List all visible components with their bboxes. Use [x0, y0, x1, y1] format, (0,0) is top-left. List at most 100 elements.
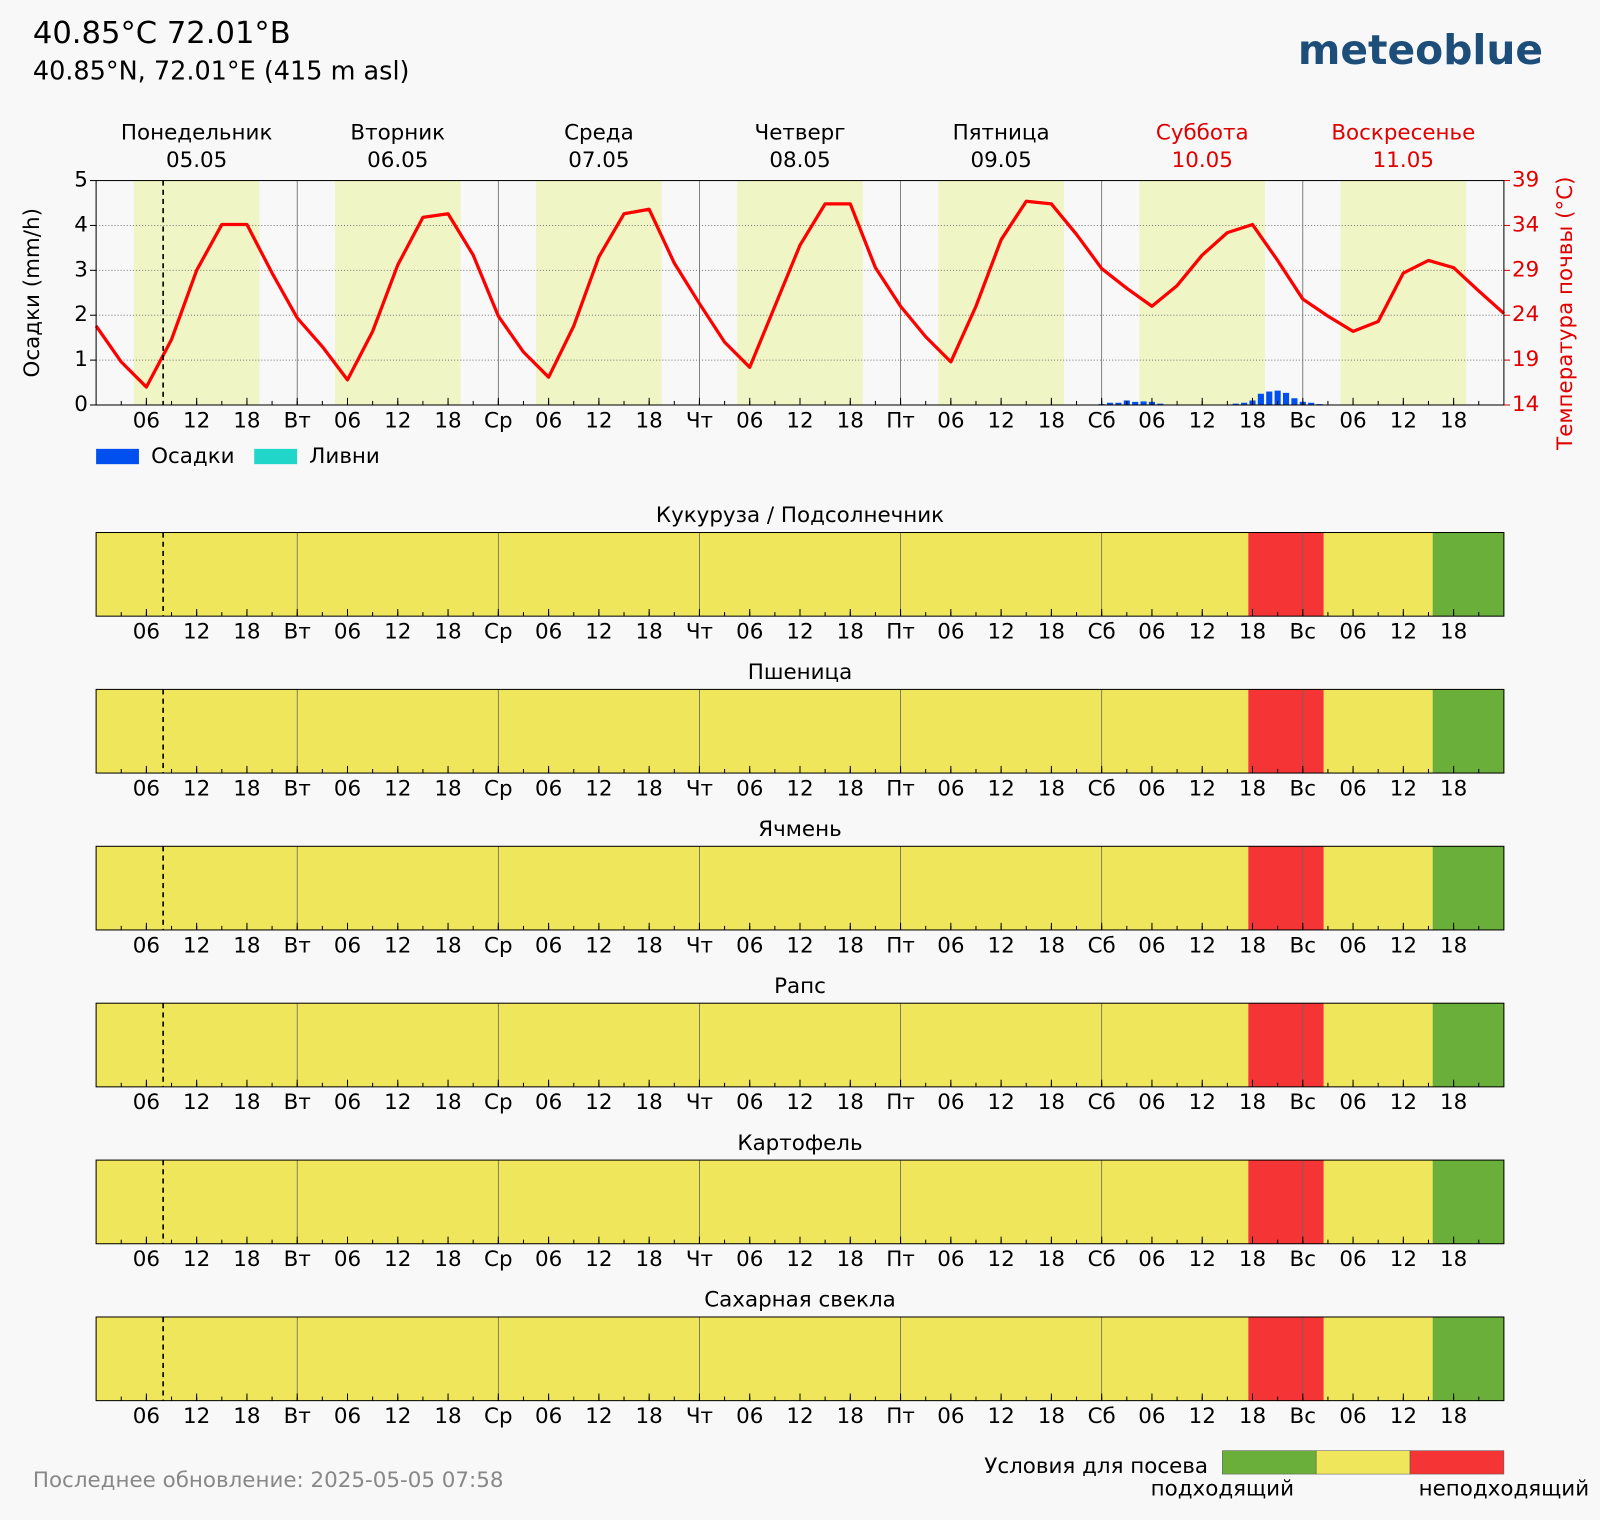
x-tick-label: 18	[434, 1247, 461, 1272]
sowing-segment	[96, 1316, 1249, 1401]
precip-bar	[1232, 403, 1239, 405]
precip-bar	[1291, 398, 1298, 405]
daylight-band	[1139, 180, 1266, 405]
sowing-segment	[1323, 846, 1433, 930]
sowing-segment	[1248, 689, 1324, 774]
x-tick-label: 18	[434, 619, 461, 644]
x-tick-label: Чт	[686, 776, 713, 801]
x-tick-label: 18	[1038, 1247, 1065, 1272]
x-tick-label: 06	[535, 408, 562, 433]
x-tick-label: 06	[334, 776, 361, 801]
logo: meteoblue	[1298, 26, 1543, 74]
daylight-band	[737, 180, 863, 405]
x-tick-label: 06	[736, 1404, 763, 1429]
sowing-segment	[96, 689, 1249, 774]
x-tick-label: 06	[334, 1404, 361, 1429]
strip-title: Ячмень	[758, 817, 841, 842]
sowing-segment	[1432, 1160, 1504, 1244]
x-tick-label: 06	[937, 1404, 964, 1429]
y2-tick-label: 34	[1512, 212, 1539, 237]
x-tick-label: 06	[937, 776, 964, 801]
x-tick-label: 18	[1440, 1090, 1467, 1115]
daylight-band	[536, 180, 662, 405]
x-tick-label: Сб	[1088, 408, 1116, 433]
x-tick-label: Чт	[686, 1404, 713, 1429]
x-tick-label: 06	[937, 1090, 964, 1115]
x-tick-label: 12	[786, 776, 813, 801]
precip-bar	[1157, 403, 1164, 405]
day-name: Четверг	[755, 121, 846, 146]
x-tick-label: 18	[233, 776, 260, 801]
x-tick-label: 18	[1440, 619, 1467, 644]
x-tick-label: Вс	[1290, 1247, 1316, 1272]
x-tick-label: Вс	[1290, 619, 1316, 644]
sowing-segment	[1432, 846, 1504, 930]
x-tick-label: 06	[736, 408, 763, 433]
x-tick-label: Сб	[1088, 1247, 1116, 1272]
sowing-segment	[1432, 532, 1504, 617]
x-tick-label: 12	[585, 1247, 612, 1272]
x-tick-label: 12	[1189, 408, 1216, 433]
sowing-legend-swatch	[1222, 1450, 1317, 1475]
x-tick-label: 06	[133, 1404, 160, 1429]
x-tick-label: 12	[585, 1090, 612, 1115]
sowing-legend-swatch	[1315, 1450, 1411, 1475]
x-tick-label: 18	[837, 1404, 864, 1429]
x-tick-label: 18	[837, 933, 864, 958]
x-tick-label: 06	[1138, 408, 1165, 433]
x-tick-label: 12	[384, 619, 411, 644]
sowing-segment	[1323, 532, 1433, 617]
precip-bar	[1266, 391, 1273, 405]
x-tick-label: 12	[384, 1404, 411, 1429]
x-tick-label: 18	[1038, 408, 1065, 433]
x-tick-label: 18	[434, 1090, 461, 1115]
x-tick-label: Ср	[484, 619, 513, 644]
sowing-segment	[1323, 1316, 1433, 1401]
sowing-segment	[96, 1160, 1249, 1244]
x-tick-label: 06	[1138, 1090, 1165, 1115]
x-tick-label: 18	[636, 933, 663, 958]
x-tick-label: Ср	[484, 1247, 513, 1272]
x-tick-label: Вс	[1290, 933, 1316, 958]
x-tick-label: 18	[1239, 619, 1266, 644]
x-tick-label: 12	[786, 1090, 813, 1115]
x-tick-label: 06	[133, 1247, 160, 1272]
x-tick-label: 18	[1239, 776, 1266, 801]
x-tick-label: Вт	[284, 1247, 311, 1272]
sowing-segment	[1323, 1160, 1433, 1244]
x-tick-label: 12	[987, 1247, 1014, 1272]
x-tick-label: 18	[1038, 776, 1065, 801]
y-tick-label: 1	[74, 347, 88, 372]
x-tick-label: 12	[384, 408, 411, 433]
x-tick-label: 18	[233, 1404, 260, 1429]
y2-axis-label: Температура почвы (°C)	[1553, 177, 1578, 451]
daylight-band	[133, 180, 260, 405]
x-tick-label: 06	[535, 933, 562, 958]
y-tick-label: 2	[74, 302, 88, 327]
x-tick-label: Вт	[284, 408, 311, 433]
sowing-segment	[96, 532, 1249, 617]
y2-tick-label: 29	[1512, 257, 1539, 282]
x-tick-label: 12	[384, 1090, 411, 1115]
x-tick-label: 06	[535, 1404, 562, 1429]
sowing-segment	[1248, 846, 1324, 930]
x-tick-label: Чт	[686, 408, 713, 433]
x-tick-label: Сб	[1088, 1404, 1116, 1429]
x-tick-label: 06	[1339, 1404, 1366, 1429]
x-tick-label: Ср	[484, 776, 513, 801]
x-tick-label: Пт	[886, 1404, 915, 1429]
y2-tick-label: 39	[1512, 168, 1539, 193]
x-tick-label: 06	[1339, 1247, 1366, 1272]
x-tick-label: 06	[1339, 1090, 1366, 1115]
precip-bar	[1132, 401, 1139, 405]
x-tick-label: 06	[334, 1247, 361, 1272]
sowing-segment	[1248, 1160, 1324, 1244]
x-tick-label: 18	[1239, 933, 1266, 958]
precip-bar	[1282, 392, 1290, 405]
x-tick-label: 18	[636, 1247, 663, 1272]
sowing-segment	[1248, 532, 1324, 617]
x-tick-label: 18	[434, 1404, 461, 1429]
x-tick-label: 12	[1390, 1090, 1417, 1115]
x-tick-label: 06	[1339, 408, 1366, 433]
